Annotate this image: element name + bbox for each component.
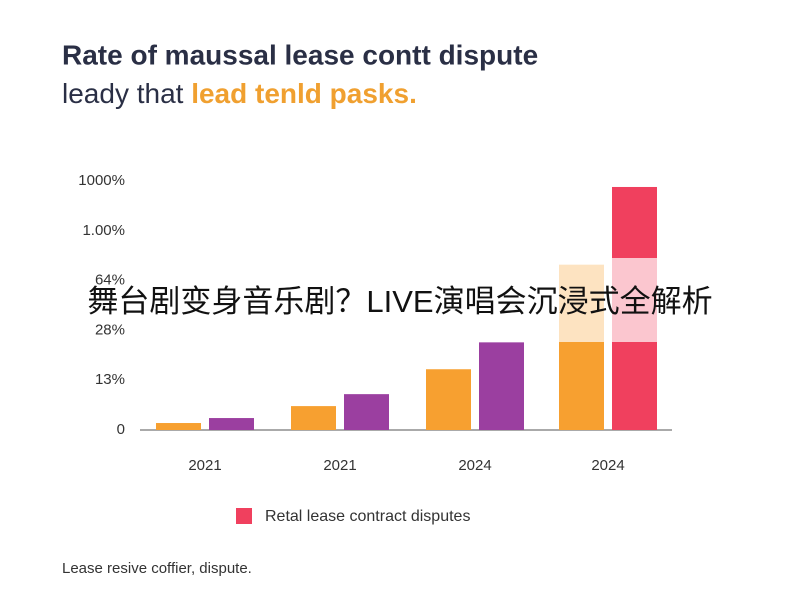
subtitle-highlight: lead tenld pasks. [191,78,417,109]
x-tick-label: 2021 [323,457,356,474]
bar [156,423,201,430]
x-tick-label: 2024 [458,457,491,474]
y-tick-label: 28% [95,321,125,338]
bar [426,369,471,430]
overlay-band [140,258,660,342]
y-tick-label: 1.00% [82,222,125,239]
legend-label: Retal lease contract disputes [265,508,470,525]
legend-swatch [236,508,252,524]
bar [291,406,336,430]
y-tick-label: 0 [117,421,125,438]
y-tick-label: 13% [95,371,125,388]
x-tick-label: 2021 [188,457,221,474]
bar [344,394,389,430]
footnote: Lease resive coffier, dispute. [62,560,252,577]
subtitle-part: leady that [62,78,191,109]
bar [479,342,524,430]
overlay-text: 舞台剧变身音乐剧？LIVE演唱会沉浸式全解析 [87,284,712,319]
chart-title: Rate of maussal lease contt dispute [62,39,538,70]
chart-subtitle: leady that lead tenld pasks. [62,78,417,109]
bar [209,418,254,430]
y-tick-label: 1000% [78,172,125,189]
x-tick-label: 2024 [591,457,624,474]
y-tick-label: 64% [95,272,125,289]
